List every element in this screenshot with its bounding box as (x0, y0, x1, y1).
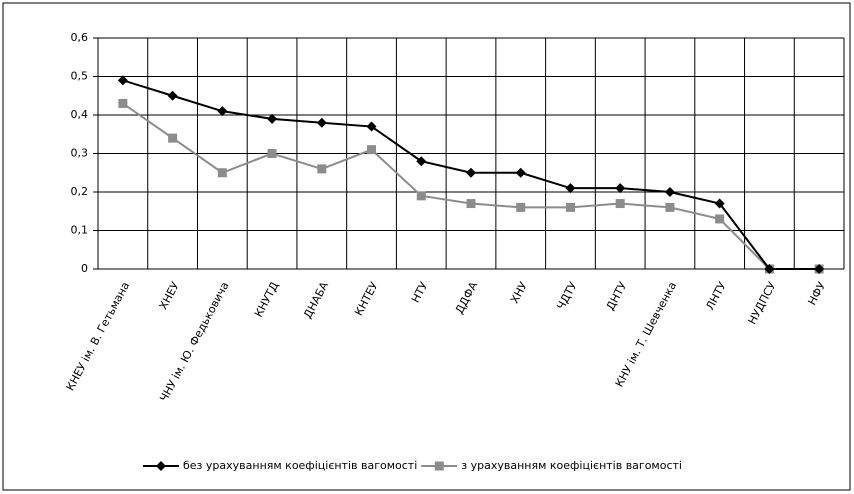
point (416, 191, 426, 201)
point (665, 202, 675, 212)
point (267, 113, 278, 124)
point (516, 202, 526, 212)
point (156, 461, 166, 471)
point (217, 106, 228, 117)
point (168, 133, 178, 143)
y-tick-label: 0,4 (71, 108, 89, 121)
point (117, 75, 128, 86)
y-tick-label: 0,1 (71, 224, 89, 237)
legend-label: без урахуванням коефіцієнтів вагомості (183, 459, 417, 472)
point (615, 199, 625, 209)
y-tick-label: 0 (81, 262, 88, 275)
point (565, 202, 575, 212)
point (466, 199, 476, 209)
point (565, 183, 576, 194)
y-tick-label: 0,3 (71, 147, 89, 160)
point (367, 145, 377, 155)
point (434, 461, 444, 471)
point (615, 183, 626, 194)
point (714, 198, 725, 209)
point (466, 167, 476, 178)
point (267, 149, 277, 158)
y-tick-label: 0,5 (71, 70, 89, 83)
point (316, 117, 327, 128)
point (167, 90, 178, 101)
point (715, 214, 725, 224)
point (317, 164, 327, 174)
legend-label: з урахуванням коефіцієнтів вагомості (461, 459, 682, 472)
point (664, 187, 675, 197)
point (814, 264, 825, 274)
y-tick-label: 0,6 (71, 31, 89, 44)
point (217, 168, 227, 178)
point (416, 156, 427, 167)
point (366, 121, 377, 132)
point (515, 167, 526, 178)
point (764, 264, 775, 274)
point (118, 98, 128, 108)
y-tick-label: 0,2 (71, 185, 89, 198)
